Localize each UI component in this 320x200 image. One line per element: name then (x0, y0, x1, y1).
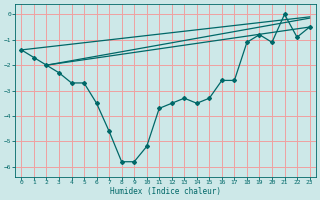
X-axis label: Humidex (Indice chaleur): Humidex (Indice chaleur) (110, 187, 221, 196)
